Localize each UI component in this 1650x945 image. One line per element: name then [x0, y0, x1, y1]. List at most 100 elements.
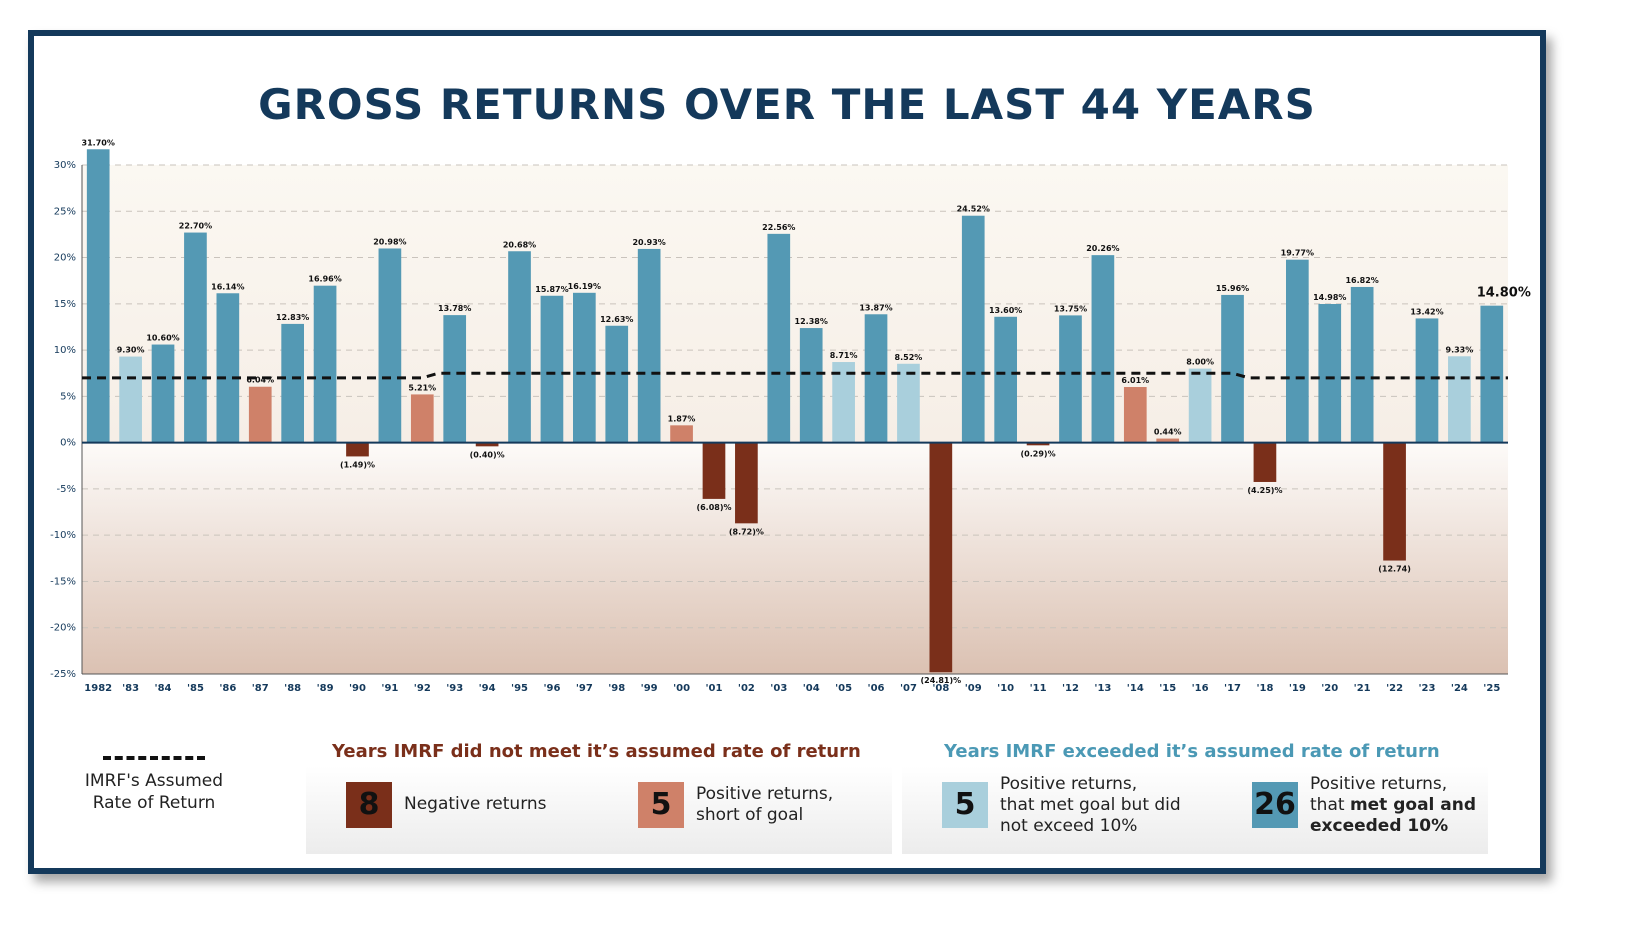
bar — [1285, 259, 1309, 443]
bar — [670, 425, 693, 443]
bar — [119, 356, 142, 443]
x-tick-label: '16 — [1192, 683, 1209, 694]
bar — [1350, 286, 1374, 443]
data-label: 13.87% — [859, 303, 892, 312]
data-label: (12.74) — [1378, 565, 1411, 574]
data-label: 16.96% — [308, 275, 341, 284]
x-tick-label: '07 — [900, 683, 917, 694]
x-tick-label: 1982 — [84, 683, 112, 694]
y-tick-label: 25% — [54, 206, 76, 217]
data-label: 24.52% — [957, 205, 990, 214]
bar — [929, 442, 953, 673]
bar — [281, 323, 305, 443]
bar — [799, 328, 823, 443]
bar — [961, 215, 985, 443]
data-label: 31.70% — [82, 138, 115, 147]
x-tick-label: '20 — [1321, 683, 1338, 694]
x-tick-label: '25 — [1483, 683, 1500, 694]
bar — [410, 394, 434, 443]
x-tick-label: '84 — [155, 683, 172, 694]
data-label: 16.82% — [1345, 276, 1378, 285]
bar — [248, 386, 272, 443]
data-label: 0.44% — [1154, 428, 1182, 437]
x-tick-label: '98 — [608, 683, 625, 694]
bar — [378, 248, 402, 443]
y-tick-label: 30% — [54, 160, 76, 171]
negative-region — [82, 442, 1508, 674]
bar — [184, 232, 207, 443]
met-count-box: 5 — [942, 782, 988, 828]
bar — [702, 442, 726, 499]
bar — [346, 442, 369, 457]
x-tick-label: '10 — [997, 683, 1014, 694]
data-label: 14.98% — [1313, 293, 1346, 302]
bar — [1383, 442, 1406, 561]
x-tick-label: '86 — [219, 683, 236, 694]
y-tick-label: 15% — [54, 299, 76, 310]
bar — [1480, 305, 1504, 443]
y-tick-label: -5% — [57, 484, 76, 495]
x-tick-label: '02 — [738, 683, 755, 694]
y-tick-label: -15% — [50, 576, 76, 587]
met-label: Positive returns, that met goal but did … — [1000, 774, 1181, 837]
bar — [572, 292, 596, 443]
data-label: 13.75% — [1054, 304, 1087, 313]
bar — [1026, 442, 1050, 446]
bar — [1156, 438, 1180, 443]
bar — [86, 149, 110, 443]
x-tick-label: '23 — [1418, 683, 1435, 694]
data-label: 8.52% — [895, 353, 923, 362]
bar — [1415, 318, 1439, 443]
x-tick-label: '94 — [479, 683, 496, 694]
x-tick-label: '01 — [705, 683, 722, 694]
data-label: 5.21% — [408, 383, 436, 392]
x-tick-label: '99 — [641, 683, 658, 694]
x-tick-label: '11 — [1030, 683, 1047, 694]
data-label: (24.81)% — [921, 676, 962, 685]
bar — [1091, 255, 1115, 443]
x-tick-label: '83 — [122, 683, 139, 694]
data-label: (8.72)% — [729, 527, 764, 536]
data-label: 22.56% — [762, 223, 795, 232]
data-label: 1.87% — [668, 414, 696, 423]
data-label: 9.33% — [1446, 345, 1474, 354]
bar — [216, 293, 240, 443]
x-tick-label: '06 — [868, 683, 885, 694]
data-label: 16.19% — [568, 282, 601, 291]
y-tick-label: 20% — [54, 253, 76, 264]
y-tick-label: 10% — [54, 345, 76, 356]
x-tick-label: '21 — [1354, 683, 1371, 694]
x-tick-label: '13 — [1094, 683, 1111, 694]
y-tick-label: 0% — [60, 438, 76, 449]
data-label: 8.71% — [830, 351, 858, 360]
data-label: 13.42% — [1410, 307, 1443, 316]
bar — [1318, 304, 1342, 443]
data-label: 20.98% — [373, 237, 406, 246]
data-label: 20.68% — [503, 240, 536, 249]
short-count-box: 5 — [638, 782, 684, 828]
exceeded-label: Positive returns, that met goal and exce… — [1310, 774, 1476, 837]
bar — [1059, 315, 1082, 443]
data-label: (0.40)% — [470, 450, 505, 459]
bar — [637, 248, 661, 443]
x-tick-label: '89 — [317, 683, 334, 694]
bar — [475, 442, 499, 447]
x-tick-label: '88 — [284, 683, 301, 694]
exceeded-goal-title: Years IMRF exceeded it’s assumed rate of… — [944, 741, 1440, 762]
data-label: (0.29)% — [1021, 449, 1056, 458]
bar — [767, 233, 791, 443]
data-label: 9.30% — [117, 346, 145, 355]
exceeded-label-line2: that met goal and — [1310, 795, 1476, 816]
x-tick-label: '90 — [349, 683, 366, 694]
x-tick-label: '93 — [446, 683, 463, 694]
bar — [540, 295, 564, 443]
bar — [605, 325, 629, 443]
data-label: 13.78% — [438, 304, 471, 313]
x-tick-label: '95 — [511, 683, 528, 694]
x-tick-label: '09 — [965, 683, 982, 694]
x-tick-label: '19 — [1289, 683, 1306, 694]
data-label: (6.08)% — [696, 503, 731, 512]
data-label: 10.60% — [146, 334, 179, 343]
short-label: Positive returns, short of goal — [696, 784, 833, 826]
short-label-line1: Positive returns, — [696, 784, 834, 804]
